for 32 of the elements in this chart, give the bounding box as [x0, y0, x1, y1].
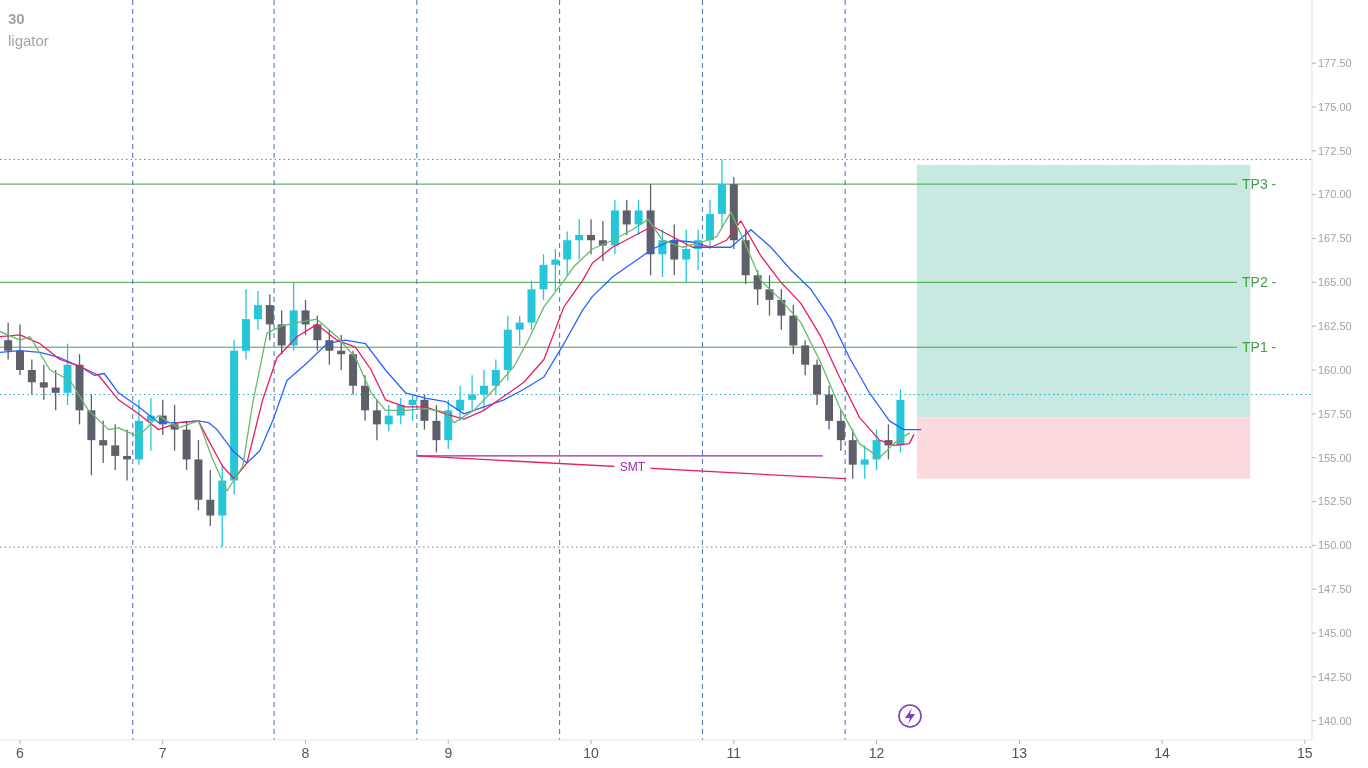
text: ligator	[8, 32, 49, 49]
ref-line-label: TP1 -	[1242, 339, 1277, 356]
y-tick-label: 142.50	[1318, 670, 1352, 683]
ref-line-label: TP3 -	[1242, 176, 1277, 193]
y-tick-label: 155.00	[1318, 451, 1352, 464]
x-tick-label: 12	[868, 745, 885, 761]
y-tick-label: 145.00	[1318, 626, 1352, 639]
ref-line-label: TP2 -	[1242, 274, 1277, 291]
y-tick-label: 160.00	[1318, 363, 1352, 376]
x-tick-label: 15	[1297, 745, 1313, 761]
y-tick-label: 172.50	[1318, 144, 1352, 157]
x-tick-label: 14	[1154, 745, 1171, 761]
x-tick-label: 11	[726, 745, 742, 761]
y-tick-label: 152.50	[1318, 495, 1352, 508]
x-tick-label: 13	[1011, 745, 1028, 761]
x-tick-label: 9	[444, 745, 453, 761]
y-tick-label: 165.00	[1318, 276, 1352, 289]
y-tick-label: 157.50	[1318, 407, 1352, 420]
y-tick-label: 147.50	[1318, 583, 1352, 596]
x-tick-label: 6	[16, 745, 25, 761]
y-tick-label: 140.00	[1318, 714, 1352, 727]
annotation: SMT	[619, 459, 646, 474]
y-tick-label: 175.00	[1318, 100, 1352, 113]
y-tick-label: 170.00	[1318, 188, 1352, 201]
y-tick-label: 177.50	[1318, 56, 1352, 69]
y-tick-label: 162.50	[1318, 320, 1352, 333]
x-tick-label: 10	[583, 745, 600, 761]
x-tick-label: 8	[301, 745, 310, 761]
y-tick-label: 167.50	[1318, 232, 1352, 245]
x-tick-label: 7	[158, 745, 167, 761]
y-tick-label: 150.00	[1318, 539, 1352, 552]
text: 30	[8, 10, 25, 27]
